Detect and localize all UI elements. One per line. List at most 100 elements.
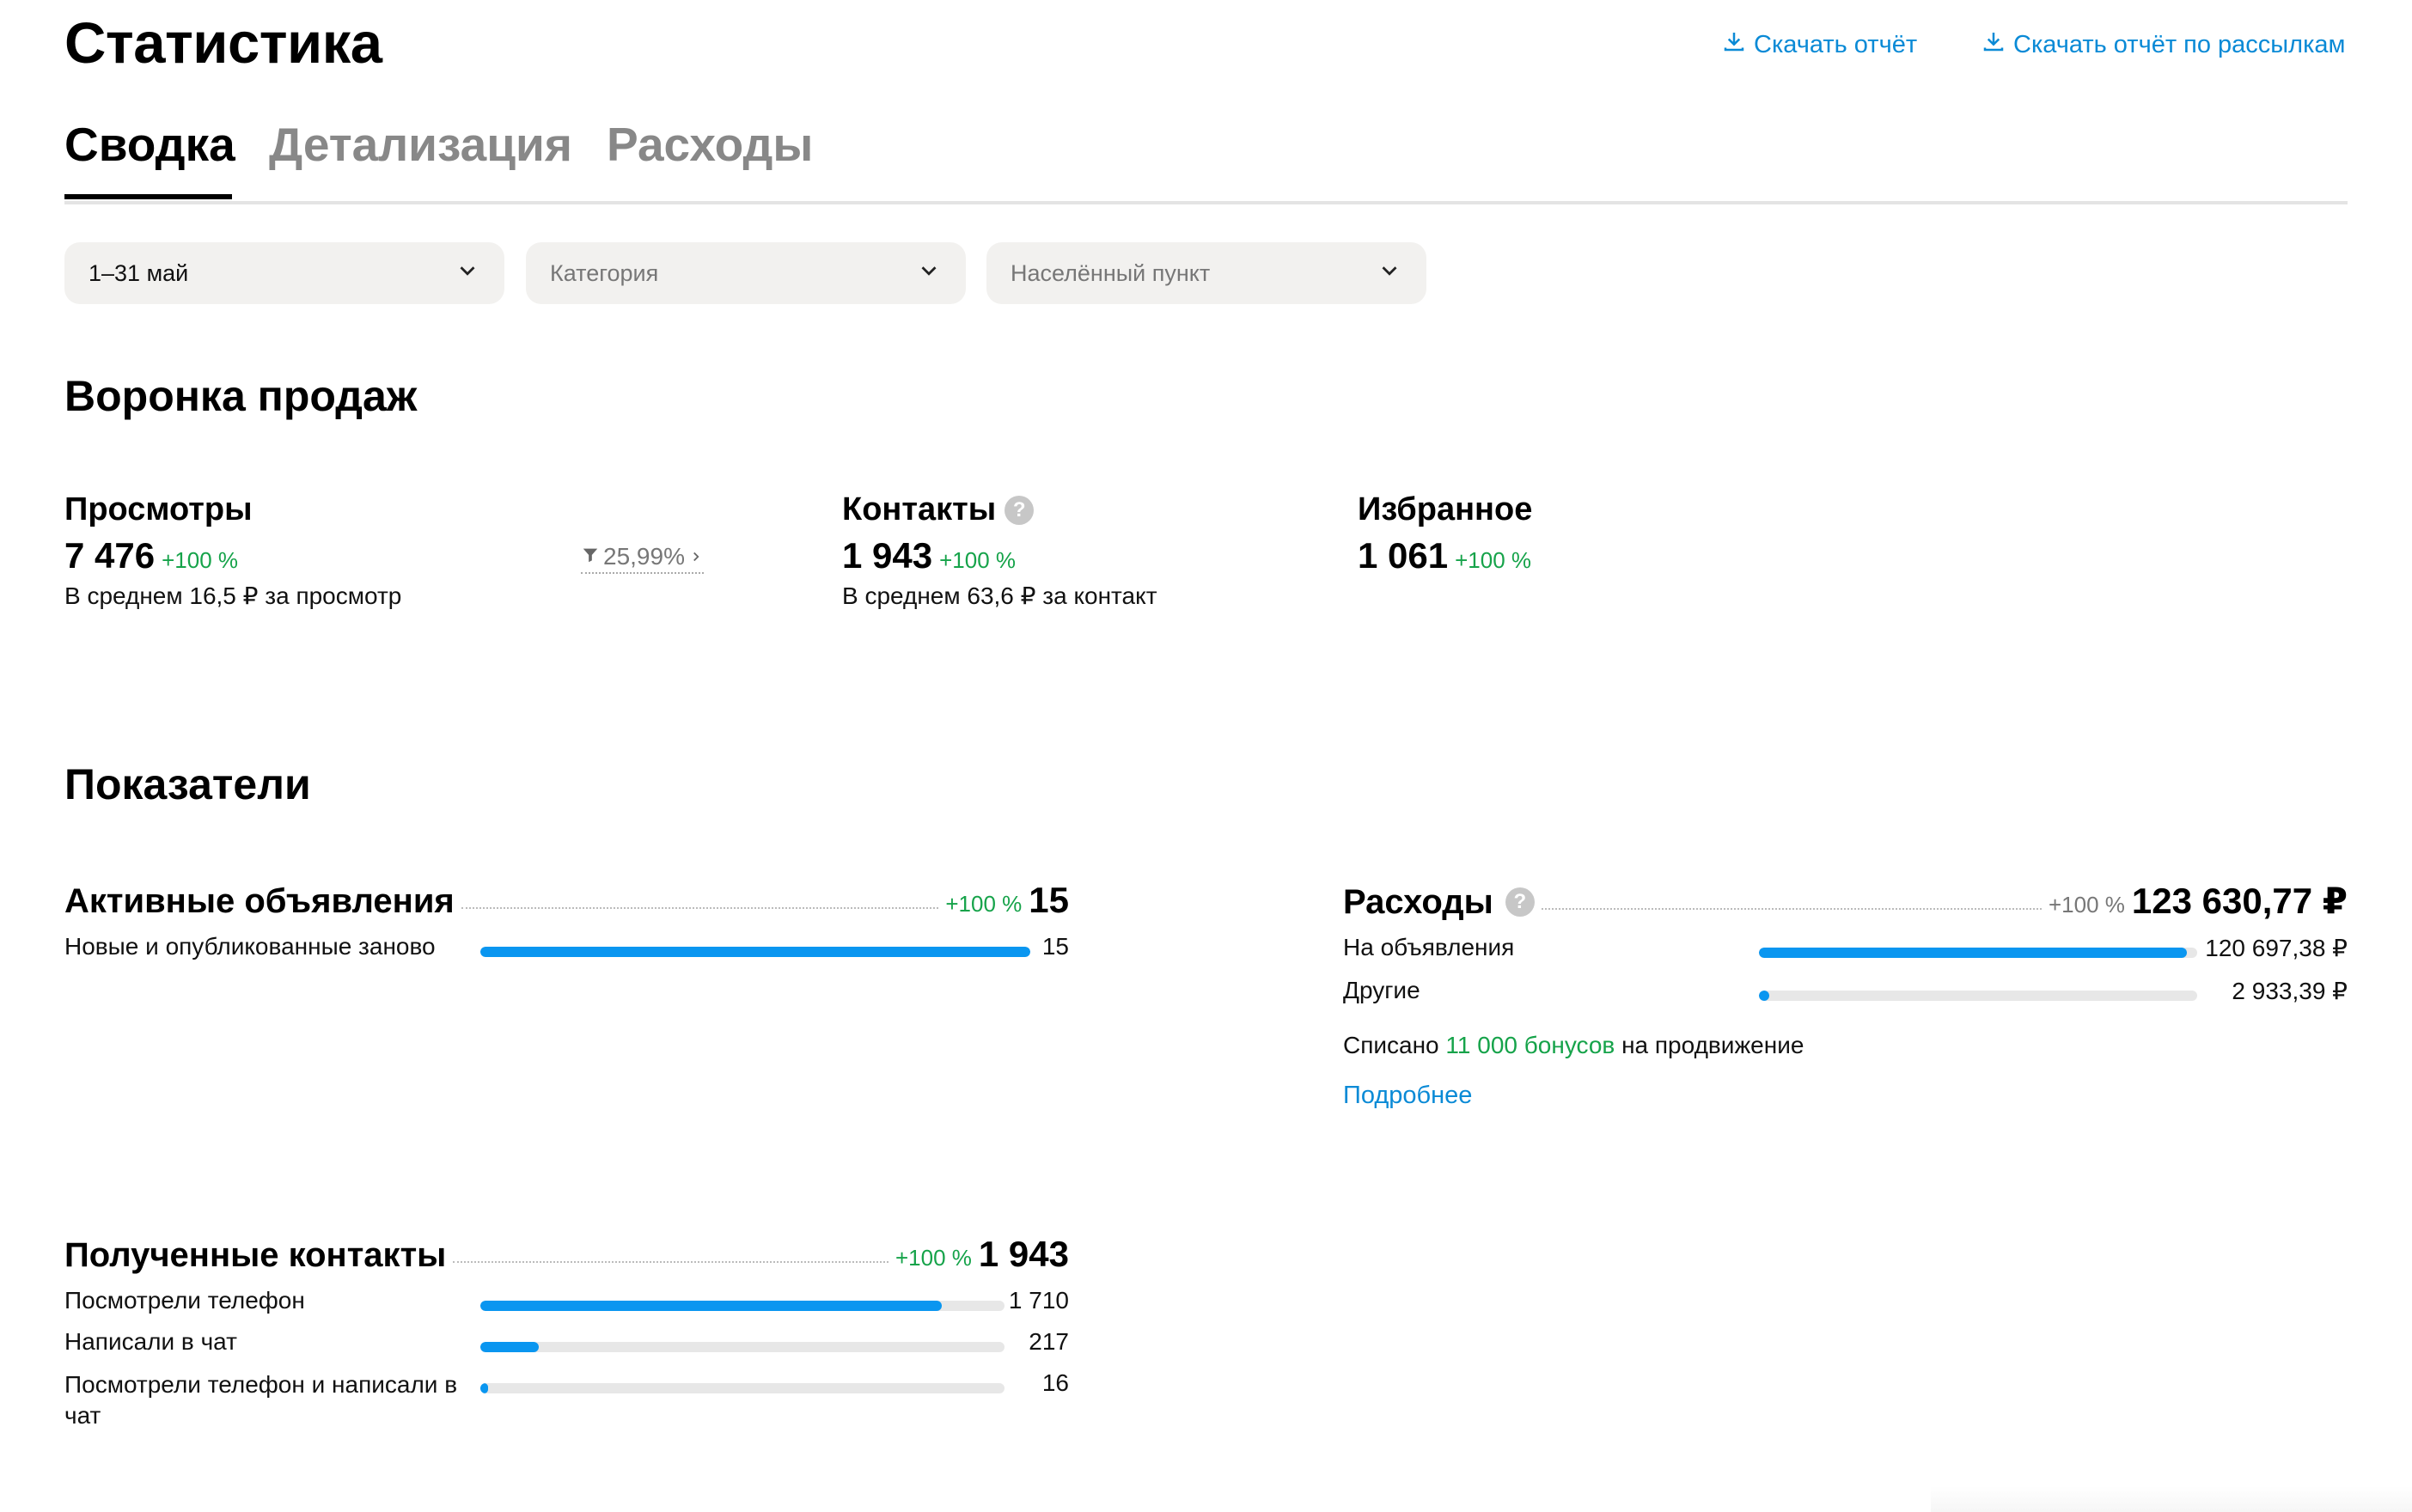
tab-summary[interactable]: Сводка (64, 118, 235, 171)
progress-fill (480, 947, 1030, 957)
leader-dots (453, 1261, 888, 1263)
received-contacts-header: Полученные контакты +100 % 1 943 (64, 1234, 1069, 1275)
progress-fill (1759, 991, 1770, 1001)
category-select[interactable]: Категория (526, 242, 966, 304)
help-icon[interactable]: ? (1004, 495, 1035, 525)
download-mailing-report-link[interactable]: Скачать отчёт по рассылкам (1981, 28, 2345, 61)
favorites-growth: +100 % (1455, 547, 1532, 573)
progress-bar (1759, 991, 2197, 1001)
contacts-growth: +100 % (939, 547, 1017, 573)
active-ads-header: Активные объявления +100 % 15 (64, 880, 1069, 921)
active-ads-title: Активные объявления (64, 882, 455, 920)
received-contacts-value: 1 943 (978, 1234, 1069, 1274)
city-select-placeholder: Населённый пункт (1011, 259, 1211, 286)
download-mailing-report-label: Скачать отчёт по рассылкам (2013, 30, 2346, 58)
download-icon (1981, 28, 2006, 61)
more-details-link[interactable]: Подробнее (1343, 1082, 1473, 1109)
page-title: Статистика (64, 11, 382, 76)
funnel-icon (581, 543, 600, 570)
conversion-value: 25,99% (603, 543, 685, 570)
tabs-bar: Сводка Детализация Расходы (64, 117, 2348, 204)
download-report-label: Скачать отчёт (1754, 30, 1918, 58)
tab-expenses[interactable]: Расходы (607, 118, 814, 171)
bonus-amount: 11 000 бонусов (1445, 1032, 1615, 1058)
progress-bar (480, 1342, 1004, 1352)
received-contacts-growth: +100 % (895, 1245, 972, 1271)
favorites-value-line: 1 061 +100 % (1358, 535, 1532, 576)
list-item: Написали в чат 217 (64, 1328, 1069, 1369)
progress-bar (480, 1301, 1004, 1311)
expenses-ads-label: На объявления (1343, 934, 1515, 960)
chevron-down-icon (1377, 258, 1402, 290)
conversion-link[interactable]: 25,99% (581, 543, 704, 574)
favorites-label: Избранное (1358, 491, 1533, 527)
bonus-note-suffix: на продвижение (1621, 1032, 1804, 1058)
category-select-placeholder: Категория (550, 259, 659, 286)
progress-bar (1759, 948, 2197, 958)
leader-dots (1541, 908, 2042, 910)
favorites-value: 1 061 (1358, 535, 1449, 576)
views-growth: +100 % (162, 547, 239, 573)
chevron-right-icon (688, 543, 704, 570)
funnel-views: Просмотры 7 476 +100 % В среднем 16,5 ₽ з… (64, 491, 401, 610)
chevron-down-icon (455, 258, 480, 290)
period-select-value: 1–31 май (89, 259, 189, 286)
city-select[interactable]: Населённый пункт (986, 242, 1426, 304)
viewed-phone-label: Посмотрели телефон (64, 1287, 305, 1314)
bonus-note-prefix: Списано (1343, 1032, 1439, 1058)
progress-fill (480, 1301, 942, 1311)
period-select[interactable]: 1–31 май (64, 242, 504, 304)
progress-fill (480, 1342, 540, 1352)
contacts-value: 1 943 (842, 535, 933, 576)
views-value: 7 476 (64, 535, 156, 576)
active-ads-value: 15 (1029, 880, 1069, 920)
active-ads-row-value: 15 (1041, 933, 1069, 960)
indicators-title: Показатели (64, 760, 311, 808)
progress-fill (480, 1383, 489, 1393)
expenses-header: Расходы ? +100 % 123 630,77 ₽ (1343, 880, 2348, 922)
leader-dots (461, 907, 939, 909)
contacts-label-line: Контакты ? (842, 491, 1157, 528)
expenses-other-value: 2 933,39 ₽ (2232, 978, 2348, 1004)
list-item: Посмотрели телефон 1 710 (64, 1287, 1069, 1328)
active-ads-growth: +100 % (945, 891, 1023, 917)
progress-fill (1759, 948, 2187, 958)
funnel-favorites: Избранное 1 061 +100 % (1358, 491, 1532, 576)
list-item: На объявления 120 697,38 ₽ (1343, 934, 2348, 977)
contacts-value-line: 1 943 +100 % (842, 535, 1157, 576)
download-report-link[interactable]: Скачать отчёт (1721, 28, 1917, 61)
funnel-title: Воронка продаж (64, 372, 418, 420)
expenses-title: Расходы (1343, 883, 1493, 921)
list-item: Посмотрели телефон и написали в чат 16 (64, 1369, 1069, 1438)
list-item: Другие 2 933,39 ₽ (1343, 977, 2348, 1020)
active-tab-indicator (64, 194, 232, 199)
phone-and-chat-value: 16 (1041, 1369, 1069, 1396)
tab-details[interactable]: Детализация (269, 118, 572, 171)
expenses-value: 123 630,77 ₽ (2131, 881, 2348, 921)
expenses-growth: +100 % (2048, 892, 2125, 918)
viewed-phone-value: 1 710 (1008, 1287, 1069, 1314)
wrote-chat-value: 217 (1029, 1328, 1069, 1355)
expenses-block: Расходы ? +100 % 123 630,77 ₽ На объявле… (1343, 880, 2348, 1110)
expenses-ads-value: 120 697,38 ₽ (2205, 935, 2348, 961)
wrote-chat-label: Написали в чат (64, 1328, 237, 1355)
expenses-other-label: Другие (1343, 977, 1420, 1003)
download-icon (1721, 28, 1747, 61)
help-icon[interactable]: ? (1505, 887, 1535, 917)
progress-bar (480, 947, 1030, 957)
received-contacts-block: Полученные контакты +100 % 1 943 Посмотр… (64, 1234, 1069, 1438)
contacts-label: Контакты (842, 491, 997, 527)
views-average: В среднем 16,5 ₽ за просмотр (64, 582, 402, 609)
views-label: Просмотры (64, 491, 253, 527)
bonus-note: Списано 11 000 бонусов на продвижение (1343, 1032, 2348, 1059)
page-edge-shadow (1931, 1486, 2412, 1512)
phone-and-chat-label: Посмотрели телефон и написали в чат (64, 1371, 458, 1429)
contacts-average: В среднем 63,6 ₽ за контакт (842, 582, 1157, 609)
received-contacts-title: Полученные контакты (64, 1236, 447, 1274)
progress-bar (480, 1383, 1004, 1393)
active-ads-row-label: Новые и опубликованные заново (64, 933, 436, 960)
views-value-line: 7 476 +100 % (64, 535, 401, 576)
funnel-contacts: Контакты ? 1 943 +100 % В среднем 63,6 ₽ … (842, 491, 1157, 610)
chevron-down-icon (916, 258, 942, 290)
active-ads-block: Активные объявления +100 % 15 Новые и оп… (64, 880, 1069, 976)
